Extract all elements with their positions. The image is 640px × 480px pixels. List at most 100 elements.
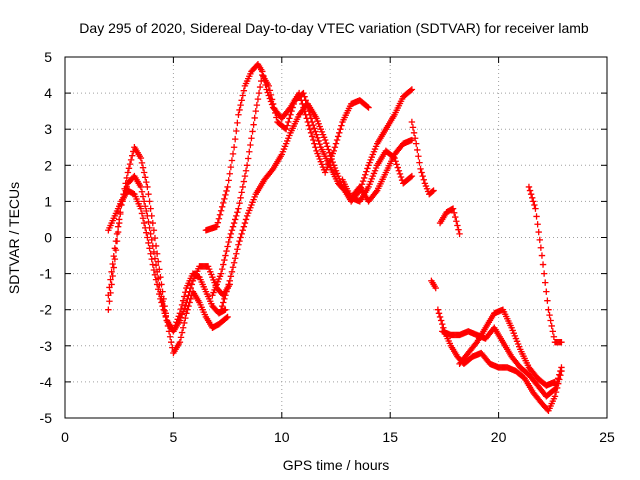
data-point <box>234 209 241 216</box>
data-point <box>549 328 556 335</box>
data-point <box>143 229 150 236</box>
data-point <box>106 298 113 305</box>
data-point <box>147 205 154 212</box>
y-tick-label: -1 <box>40 266 53 282</box>
data-point <box>229 223 237 230</box>
data-point <box>160 306 167 313</box>
data-point <box>147 230 154 238</box>
data-point <box>222 191 229 199</box>
data-point <box>166 333 174 340</box>
data-point <box>181 319 188 327</box>
data-point <box>238 97 245 104</box>
data-point <box>217 306 225 313</box>
data-point <box>530 198 537 205</box>
data-point <box>225 238 232 246</box>
data-point <box>371 190 379 197</box>
data-point <box>179 324 187 331</box>
data-point <box>155 286 162 293</box>
data-point <box>286 115 293 122</box>
data-point <box>108 268 115 275</box>
data-point <box>523 369 530 377</box>
data-point <box>332 140 340 147</box>
data-point <box>225 177 232 184</box>
data-point <box>216 273 224 280</box>
data-point <box>105 292 112 299</box>
data-point <box>408 118 416 126</box>
data-point <box>336 129 343 137</box>
data-point <box>138 159 146 167</box>
data-point <box>271 105 278 112</box>
data-point <box>267 168 275 175</box>
data-point <box>240 178 248 185</box>
data-point <box>139 215 147 222</box>
data-point <box>557 338 564 346</box>
data-point <box>241 219 249 227</box>
data-point <box>156 290 163 298</box>
data-point <box>152 276 160 283</box>
data-point <box>220 299 227 306</box>
data-point <box>393 161 400 168</box>
data-point <box>537 244 545 251</box>
data-point <box>142 203 149 210</box>
data-point <box>159 288 166 295</box>
data-point <box>324 143 331 150</box>
data-point <box>185 302 192 310</box>
data-point <box>116 216 123 223</box>
data-point <box>540 270 548 277</box>
data-point <box>127 156 135 164</box>
data-point <box>536 397 543 405</box>
data-point <box>285 118 292 126</box>
data-point <box>413 140 420 147</box>
data-point <box>146 245 153 252</box>
data-point <box>139 193 147 200</box>
data-point <box>394 164 401 171</box>
data-point <box>233 250 240 257</box>
data-point <box>306 126 314 133</box>
data-point <box>359 177 367 185</box>
series-arc8 <box>408 118 437 198</box>
data-point <box>238 230 245 238</box>
data-point <box>162 313 170 321</box>
data-point <box>111 245 119 252</box>
series-arc13 <box>456 306 559 389</box>
y-tick-label: 2 <box>44 157 52 173</box>
data-point <box>381 127 388 135</box>
data-point <box>364 165 371 172</box>
data-point <box>548 322 555 330</box>
data-point <box>415 153 422 160</box>
data-point <box>230 219 238 227</box>
data-point <box>249 128 256 135</box>
data-point <box>311 125 318 132</box>
data-point <box>320 134 328 141</box>
data-point <box>363 102 370 109</box>
data-point <box>223 247 230 255</box>
data-point <box>418 169 425 176</box>
data-point <box>308 118 316 126</box>
data-point <box>372 164 380 172</box>
data-point <box>529 194 536 201</box>
data-point <box>222 315 229 322</box>
data-point <box>161 310 168 317</box>
data-point <box>136 203 143 210</box>
data-point <box>105 306 112 313</box>
data-point <box>188 281 196 288</box>
data-point <box>390 153 397 161</box>
data-point <box>147 250 154 257</box>
data-point <box>406 174 413 182</box>
data-point <box>177 305 185 313</box>
x-tick-label: 15 <box>382 429 398 445</box>
data-point <box>294 113 302 121</box>
x-tick-label: 20 <box>491 429 507 445</box>
data-point <box>145 239 152 247</box>
data-point <box>298 91 305 99</box>
data-point <box>547 317 554 324</box>
data-point <box>227 163 235 171</box>
data-point <box>244 155 252 162</box>
data-point <box>269 100 277 108</box>
data-point <box>187 295 194 303</box>
data-point <box>138 188 146 195</box>
data-point <box>139 164 147 171</box>
data-point <box>437 317 445 324</box>
data-point <box>481 326 488 333</box>
data-point <box>150 248 158 256</box>
